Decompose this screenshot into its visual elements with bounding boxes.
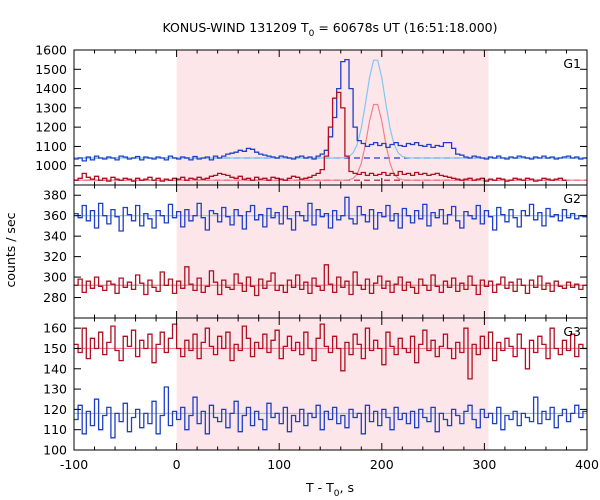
y-tick-label: 150 bbox=[43, 341, 67, 356]
x-tick-label: 300 bbox=[472, 457, 496, 472]
chart-title-rest: = 60678s UT (16:51:18.000) bbox=[314, 20, 497, 35]
panel-label: G1 bbox=[563, 56, 581, 71]
x-axis-label-main: T - T bbox=[305, 480, 334, 495]
y-tick-label: 140 bbox=[43, 361, 67, 376]
y-tick-label: 130 bbox=[43, 382, 67, 397]
y-tick-label: 110 bbox=[43, 422, 67, 437]
panel-frame bbox=[73, 317, 588, 451]
y-tick-label: 1100 bbox=[35, 139, 67, 154]
x-tick-label: 400 bbox=[575, 457, 599, 472]
plot-area: 1000110012001300140015001600G12803003203… bbox=[35, 43, 599, 473]
y-tick-label: 1000 bbox=[35, 158, 67, 173]
series-2 bbox=[74, 264, 587, 297]
x-tick-label: 0 bbox=[173, 457, 181, 472]
x-axis-label: T - T0, s bbox=[305, 480, 354, 499]
x-tick-label: 200 bbox=[370, 457, 394, 472]
y-tick-label: 280 bbox=[43, 290, 67, 305]
y-tick-label: 360 bbox=[43, 208, 67, 223]
y-tick-label: 1300 bbox=[35, 100, 67, 115]
panel-label: G2 bbox=[563, 191, 581, 206]
y-tick-label: 320 bbox=[43, 249, 67, 264]
chart-title: KONUS-WIND 131209 T0 = 60678s UT (16:51:… bbox=[162, 20, 497, 39]
series-1 bbox=[74, 323, 587, 380]
y-tick-label: 1200 bbox=[35, 120, 67, 135]
chart-title-sub: 0 bbox=[309, 29, 315, 39]
panel-label: G3 bbox=[563, 324, 581, 339]
model-curve-2 bbox=[74, 103, 587, 181]
y-tick-label: 160 bbox=[43, 321, 67, 336]
panel-g1: 1000 1100 1200 1300 1400 1500 1600 G1 bbox=[35, 43, 588, 186]
series-2 bbox=[74, 386, 587, 439]
y-tick-label: 1600 bbox=[35, 43, 67, 58]
panel-g3: 100 110 120 130 140 150 160 G3 bbox=[43, 317, 588, 458]
y-tick-label: 300 bbox=[43, 270, 67, 285]
series-1 bbox=[74, 196, 587, 232]
y-tick-label: 1500 bbox=[35, 62, 67, 77]
x-tick-label: 100 bbox=[267, 457, 291, 472]
y-tick-label: 1400 bbox=[35, 81, 67, 96]
x-axis-label-rest: , s bbox=[340, 480, 354, 495]
y-axis-label: counts / sec bbox=[3, 212, 18, 287]
x-tick-label: -100 bbox=[60, 457, 88, 472]
chart-title-main: KONUS-WIND 131209 T bbox=[162, 20, 308, 35]
y-tick-label: 380 bbox=[43, 188, 67, 203]
y-tick-label: 120 bbox=[43, 402, 67, 417]
x-axis-label-sub: 0 bbox=[334, 489, 340, 499]
y-tick-label: 100 bbox=[43, 443, 67, 458]
y-tick-label: 340 bbox=[43, 229, 67, 244]
